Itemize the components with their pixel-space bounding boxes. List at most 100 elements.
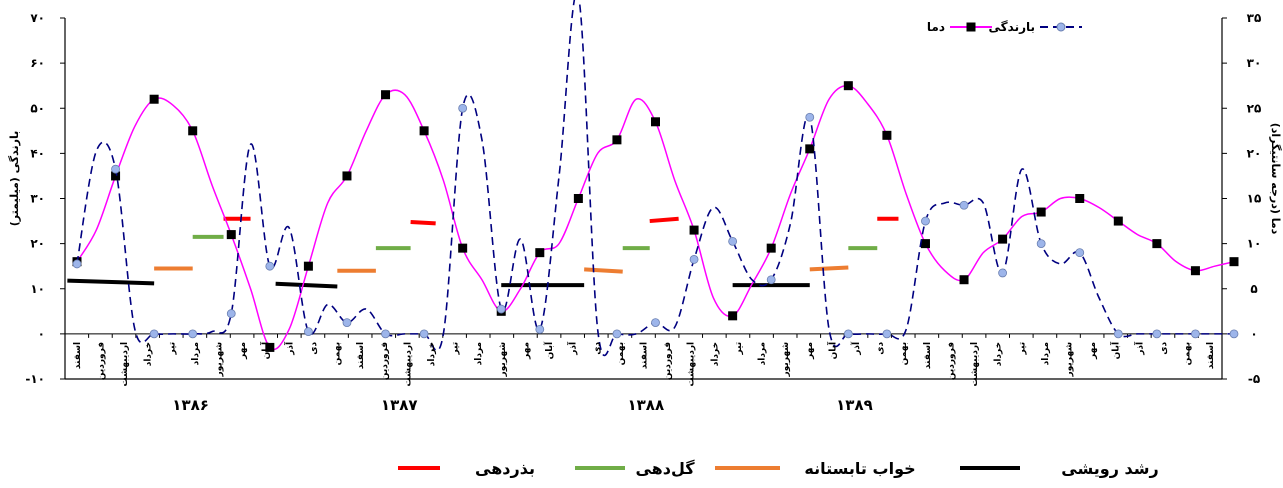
series-point-rain bbox=[1191, 329, 1200, 339]
right-tick-label: -۵ bbox=[1248, 372, 1260, 386]
left-tick-label: ۷۰ bbox=[30, 11, 45, 25]
month-label: دی bbox=[876, 342, 886, 355]
series-point-temp bbox=[111, 171, 121, 181]
year-label: ۱۳۸۹ bbox=[836, 396, 873, 414]
month-label: آبان bbox=[260, 341, 272, 359]
series-point-rain bbox=[882, 329, 892, 339]
series-line-1 bbox=[76, 0, 1234, 357]
month-label: اسفند bbox=[923, 342, 933, 369]
right-tick-label: ۱۵ bbox=[1247, 192, 1262, 206]
month-label: مهر bbox=[238, 342, 248, 360]
series-point-rain bbox=[111, 164, 120, 174]
series-point-rain bbox=[72, 259, 82, 269]
series-point-rain bbox=[342, 318, 352, 327]
series-point-temp bbox=[959, 275, 969, 285]
series-point-rain bbox=[805, 112, 815, 122]
month-label: دی bbox=[309, 342, 319, 355]
series-point-rain bbox=[1036, 239, 1046, 249]
series-point-rain bbox=[766, 275, 776, 285]
month-label: فروردين bbox=[663, 342, 673, 380]
month-label: ارديبهشت bbox=[403, 342, 413, 387]
series-point-temp bbox=[188, 126, 198, 136]
series-point-rain bbox=[496, 304, 506, 314]
month-label: خرداد bbox=[710, 342, 720, 366]
series-point-rain bbox=[728, 236, 738, 246]
month-label: آذر bbox=[850, 341, 862, 356]
month-label: آبان bbox=[1110, 341, 1122, 359]
series-point-rain bbox=[419, 329, 429, 339]
series-point-temp bbox=[766, 243, 776, 253]
right-tick-label: ۲۵ bbox=[1247, 101, 1262, 115]
series-point-rain bbox=[188, 329, 198, 339]
right-tick-label: ۳۰ bbox=[1247, 56, 1262, 70]
phase-segment bbox=[275, 281, 338, 289]
series-point-temp bbox=[303, 261, 313, 271]
month-label: شهريور bbox=[781, 342, 791, 378]
series-point-rain bbox=[303, 327, 313, 337]
month-label: مهر bbox=[1088, 342, 1098, 360]
month-label: آذر bbox=[567, 341, 579, 356]
series-point-temp bbox=[226, 230, 236, 240]
left-axis-title: بارندگی (میلیمتر) bbox=[8, 131, 21, 226]
month-label: اسفند bbox=[356, 342, 366, 369]
month-label: بهمن bbox=[1183, 342, 1193, 365]
series-point-temp bbox=[1075, 194, 1085, 203]
series-point-rain bbox=[226, 309, 236, 318]
series-point-temp bbox=[149, 94, 159, 104]
series-point-rain bbox=[535, 324, 545, 334]
series-point-rain bbox=[149, 329, 159, 339]
right-tick-label: ۵ bbox=[1250, 282, 1257, 296]
phase-legend-label: بذردهی bbox=[475, 459, 535, 478]
series-point-rain bbox=[959, 200, 969, 210]
series-point-temp bbox=[1229, 257, 1239, 267]
right-tick-label: ۳۵ bbox=[1247, 11, 1262, 25]
series-point-temp bbox=[920, 239, 930, 249]
series-point-temp bbox=[1152, 239, 1162, 249]
series-point-rain bbox=[1229, 329, 1239, 339]
left-tick-label: ۵۰ bbox=[30, 101, 45, 115]
month-label: اسفند bbox=[1206, 342, 1216, 369]
month-label: خرداد bbox=[144, 342, 154, 366]
phase-segment bbox=[67, 278, 155, 286]
year-label: ۱۳۸۷ bbox=[381, 396, 418, 414]
month-label: فروردين bbox=[380, 342, 390, 380]
month-label: اسفند bbox=[640, 342, 650, 369]
series-point-temp bbox=[458, 243, 468, 253]
month-label: شهريور bbox=[498, 342, 508, 378]
year-label: ۱۳۸۸ bbox=[628, 396, 665, 414]
series-point-temp bbox=[882, 130, 892, 140]
series-point-temp bbox=[651, 117, 660, 127]
series-point-rain bbox=[381, 329, 390, 339]
phase-segment bbox=[584, 267, 623, 274]
series-point-temp bbox=[265, 342, 275, 352]
legend-marker-temp bbox=[966, 22, 976, 32]
month-label: خرداد bbox=[994, 342, 1004, 366]
year-label: ۱۳۸۶ bbox=[172, 396, 209, 414]
month-label: بهمن bbox=[616, 342, 626, 365]
series-point-temp bbox=[843, 81, 853, 91]
left-tick-label: ۱۰ bbox=[30, 282, 45, 296]
series-point-temp bbox=[535, 248, 545, 258]
month-label: مرداد bbox=[191, 342, 201, 366]
series-point-temp bbox=[573, 194, 583, 203]
month-label: تير bbox=[734, 342, 744, 356]
month-label: خرداد bbox=[427, 342, 437, 366]
series-point-rain bbox=[265, 261, 275, 271]
series-point-temp bbox=[998, 234, 1008, 244]
legend-label: بارندگی bbox=[989, 20, 1035, 34]
right-tick-label: ۲۰ bbox=[1247, 146, 1262, 160]
month-label: فروردين bbox=[946, 342, 956, 380]
month-label: ارديبهشت bbox=[687, 342, 697, 387]
series-point-rain bbox=[1152, 329, 1162, 339]
month-label: آبان bbox=[543, 341, 555, 359]
month-label: فروردين bbox=[96, 342, 106, 380]
month-label: آبان bbox=[826, 341, 838, 359]
right-axis-title: دما (درجه سانتیگراد) bbox=[1269, 123, 1282, 235]
series-point-rain bbox=[612, 329, 622, 339]
series-point-rain bbox=[458, 103, 468, 113]
month-label: مهر bbox=[521, 342, 531, 360]
month-label: تير bbox=[1017, 342, 1027, 356]
series-point-temp bbox=[728, 311, 738, 321]
month-label: شهريور bbox=[1065, 342, 1075, 378]
